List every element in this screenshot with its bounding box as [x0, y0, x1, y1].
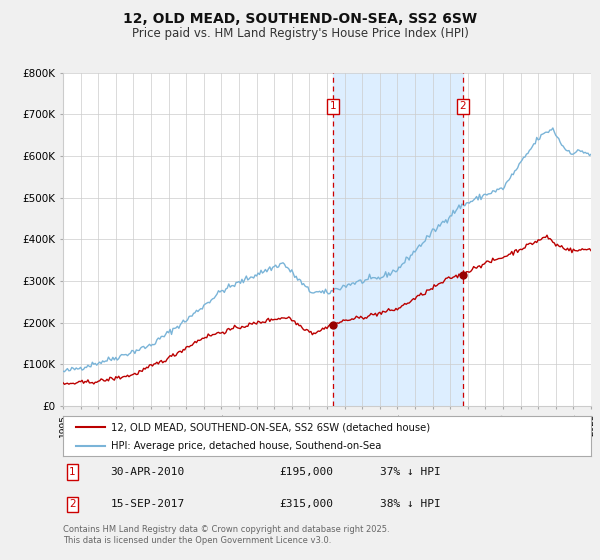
Text: 12, OLD MEAD, SOUTHEND-ON-SEA, SS2 6SW (detached house): 12, OLD MEAD, SOUTHEND-ON-SEA, SS2 6SW (…	[110, 422, 430, 432]
Text: 1: 1	[329, 101, 336, 111]
Text: 1: 1	[69, 467, 76, 477]
Text: HPI: Average price, detached house, Southend-on-Sea: HPI: Average price, detached house, Sout…	[110, 441, 381, 451]
Text: 30-APR-2010: 30-APR-2010	[110, 467, 185, 477]
Text: 15-SEP-2017: 15-SEP-2017	[110, 500, 185, 509]
Bar	[333, 73, 463, 406]
Text: 2: 2	[460, 101, 466, 111]
Point	[458, 270, 467, 279]
Text: 12, OLD MEAD, SOUTHEND-ON-SEA, SS2 6SW: 12, OLD MEAD, SOUTHEND-ON-SEA, SS2 6SW	[123, 12, 477, 26]
Text: Contains HM Land Registry data © Crown copyright and database right 2025.
This d: Contains HM Land Registry data © Crown c…	[63, 525, 389, 545]
Point	[328, 320, 338, 329]
Text: £315,000: £315,000	[280, 500, 334, 509]
Text: 37% ↓ HPI: 37% ↓ HPI	[380, 467, 440, 477]
Text: 38% ↓ HPI: 38% ↓ HPI	[380, 500, 440, 509]
Text: 2: 2	[69, 500, 76, 509]
Text: £195,000: £195,000	[280, 467, 334, 477]
Text: Price paid vs. HM Land Registry's House Price Index (HPI): Price paid vs. HM Land Registry's House …	[131, 27, 469, 40]
